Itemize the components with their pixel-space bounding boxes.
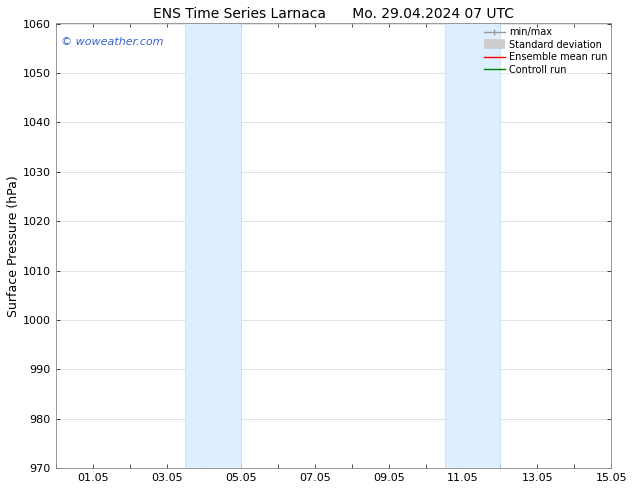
Title: ENS Time Series Larnaca      Mo. 29.04.2024 07 UTC: ENS Time Series Larnaca Mo. 29.04.2024 0…: [153, 7, 514, 21]
Y-axis label: Surface Pressure (hPa): Surface Pressure (hPa): [7, 175, 20, 317]
Bar: [185, 24, 241, 468]
Bar: [444, 24, 500, 468]
Legend: min/max, Standard deviation, Ensemble mean run, Controll run: min/max, Standard deviation, Ensemble me…: [482, 25, 609, 76]
Text: © woweather.com: © woweather.com: [61, 37, 164, 47]
